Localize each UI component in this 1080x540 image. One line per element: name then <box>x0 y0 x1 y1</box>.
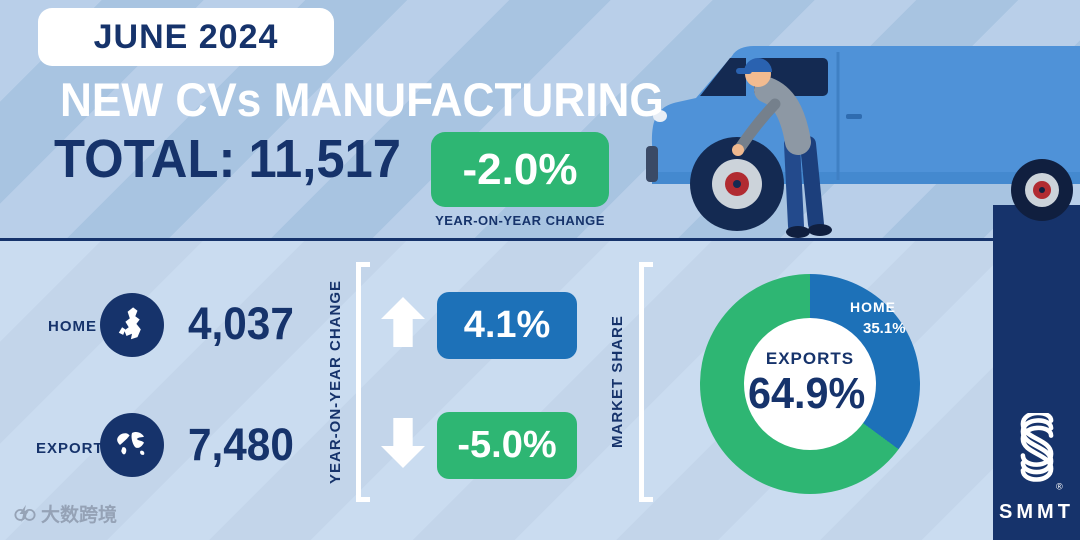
date-badge: JUNE 2024 <box>38 8 334 66</box>
watermark-text: 大数跨境 <box>41 505 118 526</box>
yoy-bracket <box>356 262 370 502</box>
export-value: 7,480 <box>188 419 294 470</box>
van-illustration <box>646 46 1080 238</box>
total-value: 11,517 <box>248 129 402 189</box>
registered-mark: ® <box>1056 481 1063 491</box>
spare-tire <box>690 137 784 231</box>
total-row: TOTAL: 11,517 <box>54 128 401 190</box>
total-change-caption: YEAR-ON-YEAR CHANGE <box>435 213 605 228</box>
home-change-badge: 4.1% <box>437 292 577 359</box>
market-share-donut: HOME 35.1% EXPORTS 64.9% <box>700 274 920 494</box>
export-change-badge: -5.0% <box>437 412 577 479</box>
donut-center-value: 64.9% <box>747 369 865 418</box>
section-divider-line <box>0 238 1080 241</box>
smmt-brand-bar: ® SMMT <box>993 205 1080 540</box>
donut-home-label: HOME <box>850 299 896 315</box>
mechanic-figure <box>732 58 832 238</box>
page-title: NEW CVs MANUFACTURING <box>60 73 664 126</box>
globe-icon <box>100 413 164 477</box>
home-label: HOME <box>48 318 97 335</box>
watermark: 大数跨境 <box>14 500 117 527</box>
total-label: TOTAL: <box>54 129 236 189</box>
date-badge-label: JUNE 2024 <box>93 17 279 56</box>
van-rear-wheel <box>1011 159 1073 221</box>
watermark-icon <box>14 504 36 522</box>
donut-center-label: EXPORTS <box>765 349 855 368</box>
yoy-axis-label: YEAR-ON-YEAR CHANGE <box>327 280 344 485</box>
donut-home-value: 35.1% <box>863 320 906 337</box>
market-share-bracket <box>639 262 653 502</box>
donut-center: EXPORTS 64.9% <box>744 318 876 450</box>
export-label: EXPORT <box>36 440 104 457</box>
total-change-badge: -2.0% <box>431 132 609 207</box>
uk-map-icon <box>100 293 164 357</box>
smmt-logo-text: SMMT <box>999 501 1074 523</box>
market-share-axis-label: MARKET SHARE <box>609 315 626 449</box>
smmt-logo-icon: ® <box>1020 413 1063 491</box>
home-value: 4,037 <box>188 298 294 349</box>
